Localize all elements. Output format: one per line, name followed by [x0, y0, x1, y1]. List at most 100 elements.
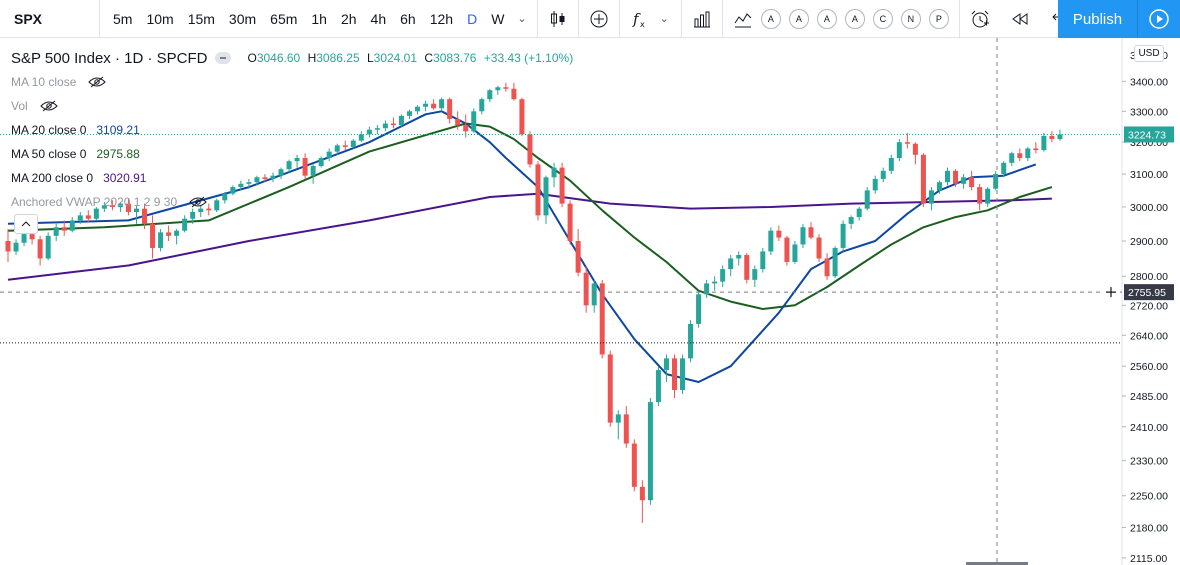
candle-body	[334, 145, 340, 152]
circle-button-c[interactable]: C	[872, 8, 893, 29]
candle-body	[1041, 135, 1047, 151]
candle	[117, 201, 123, 213]
interval-chevron-down-icon[interactable]: ⌄	[517, 12, 527, 25]
eye-hidden-icon[interactable]	[189, 196, 207, 208]
candle-body	[61, 227, 67, 231]
eye-hidden-icon[interactable]	[88, 76, 107, 88]
candle-body	[752, 269, 758, 280]
indicator-row[interactable]: MA 200 close 0 3020.91	[11, 166, 573, 190]
interval-D[interactable]: D	[467, 10, 478, 27]
open-value: 3046.60	[256, 51, 301, 65]
candle-body	[109, 205, 115, 207]
line-wave-icon[interactable]	[729, 5, 757, 33]
candle	[575, 228, 581, 277]
play-icon[interactable]	[1138, 0, 1180, 38]
circle-button-a[interactable]: A	[844, 8, 865, 29]
candle	[382, 120, 388, 132]
candle-body	[744, 254, 750, 280]
candle-body	[294, 157, 300, 162]
interval-W[interactable]: W	[491, 10, 505, 27]
circle-button-n[interactable]: N	[900, 8, 921, 29]
interval-10m[interactable]: 10m	[146, 10, 174, 27]
price-tick-label: 2330.00	[1130, 456, 1168, 468]
crosshair-price-label: 2755.95	[1128, 287, 1166, 299]
candle	[912, 142, 918, 165]
indicator-row[interactable]: MA 20 close 0 3109.21	[11, 118, 573, 142]
candle	[471, 108, 477, 133]
candle-body	[495, 87, 501, 91]
series-title[interactable]: S&P 500 Index · 1D · SPCFD	[11, 49, 208, 67]
candle	[5, 228, 11, 262]
crosshair-plus-icon	[1103, 284, 1119, 301]
currency-badge[interactable]: USD	[1134, 45, 1164, 62]
indicator-row[interactable]: Vol	[11, 94, 573, 118]
last-price-badge: 3224.73	[1124, 126, 1174, 143]
interval-2h[interactable]: 2h	[340, 10, 357, 27]
low-label: L	[366, 51, 374, 65]
eye-hidden-icon[interactable]	[39, 100, 58, 112]
candle-body	[302, 157, 308, 176]
candle-body	[1025, 148, 1031, 158]
candle	[222, 192, 228, 204]
interval-4h[interactable]: 4h	[370, 10, 387, 27]
bar-chart-icon[interactable]	[688, 5, 716, 33]
candle-body	[415, 106, 421, 112]
candle-body	[655, 370, 661, 403]
candle	[768, 227, 774, 255]
candle-body	[166, 232, 172, 236]
interval-15m[interactable]: 15m	[187, 10, 215, 27]
financials-group	[682, 0, 723, 38]
indicator-row[interactable]: MA 50 close 0 2975.88	[11, 142, 573, 166]
interval-1h[interactable]: 1h	[311, 10, 327, 27]
candle-body	[1033, 148, 1039, 151]
publish-group: Publish	[1058, 0, 1180, 38]
candle-body	[439, 99, 445, 109]
candle-body	[246, 182, 252, 184]
indicator-value: 3020.91	[103, 171, 147, 185]
chevron-down-icon[interactable]: ⌄	[659, 12, 669, 25]
interval-30m[interactable]: 30m	[228, 10, 257, 27]
ma50-line	[7, 122, 1053, 310]
candle	[133, 205, 139, 224]
candle-body	[455, 118, 461, 126]
indicator-row[interactable]: MA 10 close	[11, 70, 573, 94]
candle	[985, 187, 991, 207]
low-value: 3024.01	[373, 51, 418, 65]
candle-body	[503, 87, 509, 89]
compare-add-icon[interactable]	[585, 5, 613, 33]
symbol-search-button[interactable]: SPX	[0, 0, 100, 38]
collapse-legend-button[interactable]	[14, 214, 38, 234]
svg-text:x: x	[640, 20, 645, 29]
publish-button[interactable]: Publish	[1058, 0, 1138, 38]
candle-body	[270, 175, 276, 179]
interval-65m[interactable]: 65m	[270, 10, 298, 27]
candles-icon[interactable]	[544, 5, 572, 33]
ma20-line	[7, 110, 1037, 383]
alarm-clock-icon[interactable]	[966, 5, 994, 33]
circle-button-a[interactable]: A	[816, 8, 837, 29]
indicator-row[interactable]: Anchored VWAP 2020 1 2 9 30	[11, 190, 573, 214]
candle	[374, 125, 380, 135]
price-chart[interactable]: 3400.003300.003200.003100.003000.002900.…	[0, 38, 1180, 565]
chart-legend: S&P 500 Index · 1D · SPCFD O3046.60 H308…	[11, 46, 573, 214]
interval-6h[interactable]: 6h	[400, 10, 416, 27]
candle	[744, 253, 750, 284]
circle-button-a[interactable]: A	[760, 8, 781, 29]
candle	[535, 161, 541, 221]
minus-icon[interactable]	[215, 52, 232, 64]
candle-body	[398, 115, 404, 126]
replay-rewind-icon[interactable]	[1006, 5, 1034, 33]
candle-body	[567, 203, 573, 242]
circle-button-a[interactable]: A	[788, 8, 809, 29]
ma20-path	[7, 110, 1037, 383]
interval-12h[interactable]: 12h	[429, 10, 454, 27]
interval-5m[interactable]: 5m	[113, 10, 133, 27]
change-value: +33.43 (+1.10%)	[483, 51, 574, 65]
circle-button-p[interactable]: P	[928, 8, 949, 29]
candle	[824, 253, 830, 280]
candle	[519, 97, 525, 136]
candle	[198, 205, 204, 218]
candle-body	[961, 177, 967, 184]
candle-body	[696, 294, 702, 324]
